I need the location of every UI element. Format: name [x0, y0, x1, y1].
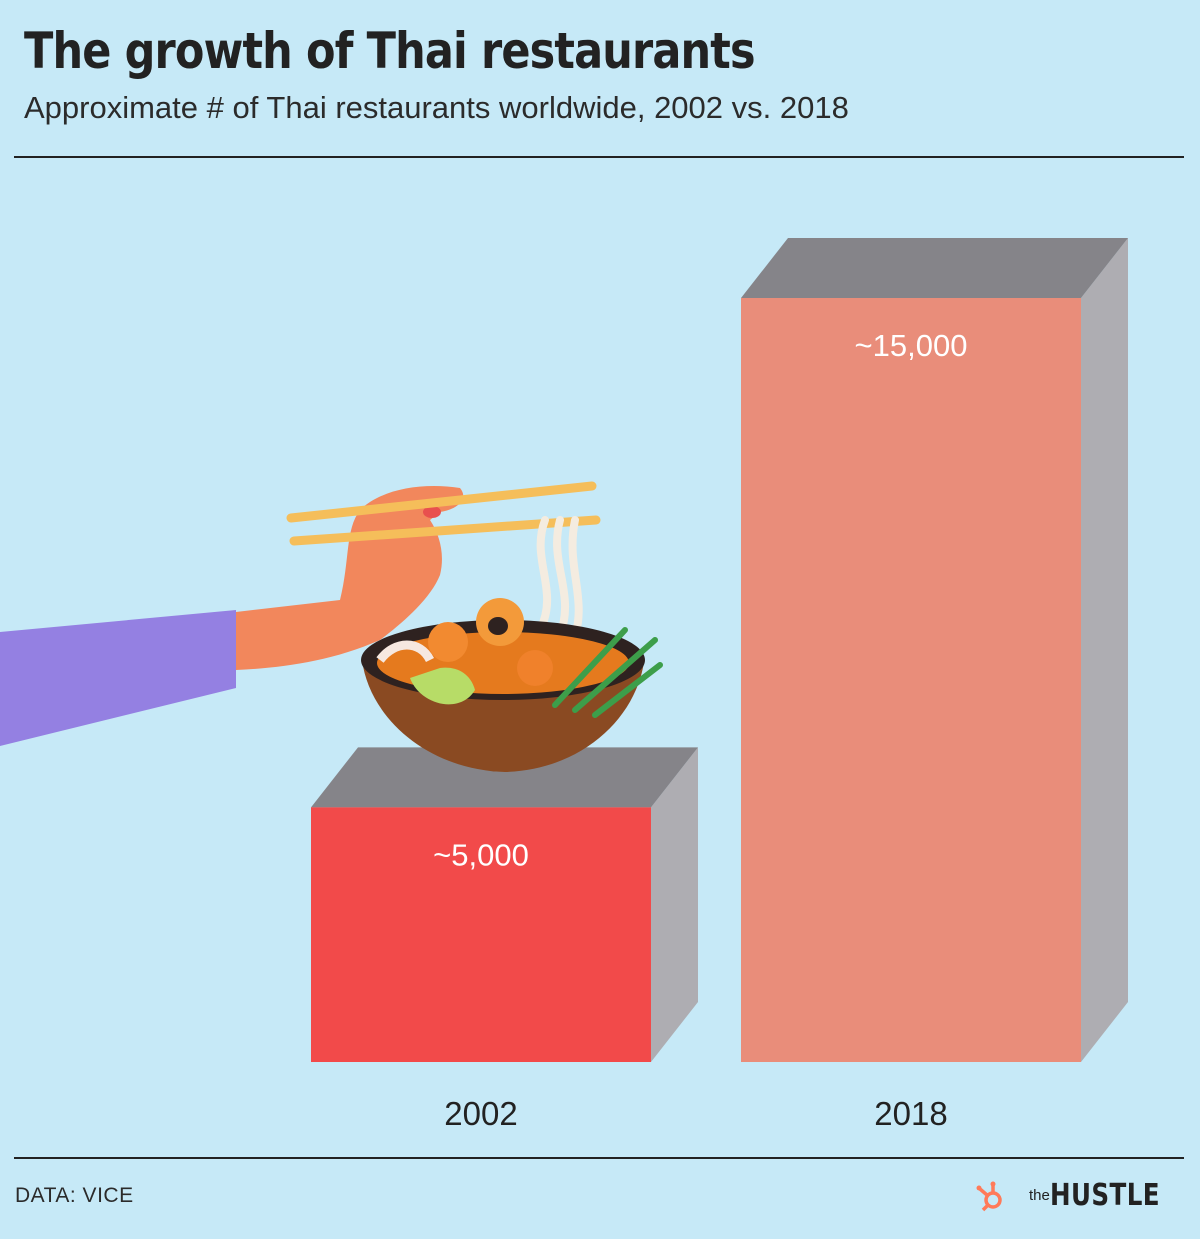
bar-group-2018: [741, 238, 1128, 1062]
shrimp-shape: [428, 622, 468, 662]
brand-logo[interactable]: the HUSTLE: [975, 1178, 1184, 1213]
sleeve-shape: [0, 610, 236, 746]
value-labels-layer: ~5,000 ~15,000: [433, 328, 967, 872]
hubspot-sprocket-icon: [976, 1181, 1002, 1211]
shrimp-eye: [488, 617, 508, 635]
category-labels-layer: 2002 2018: [444, 1095, 947, 1132]
squid-ring: [376, 640, 435, 663]
lime-wedge: [410, 667, 475, 705]
bar-top: [311, 747, 698, 808]
shrimp-shape: [517, 650, 553, 686]
data-source: DATA: VICE: [15, 1184, 134, 1207]
chart-title: The growth of Thai restaurants: [24, 22, 756, 80]
hand-chopsticks-bowl-illustration: [0, 481, 663, 772]
category-label: 2002: [444, 1095, 517, 1132]
bars-layer: [311, 238, 1128, 1062]
bar-top: [741, 238, 1128, 298]
chart-subtitle: Approximate # of Thai restaurants worldw…: [24, 90, 849, 125]
chopstick-lower: [289, 515, 601, 546]
herbs-shape: [552, 627, 663, 718]
footer-divider: [14, 1157, 1184, 1159]
bar-value-label: ~5,000: [433, 837, 529, 872]
fingernail-shape: [423, 506, 441, 518]
category-label: 2018: [874, 1095, 947, 1132]
bar-group-2002: [311, 747, 698, 1062]
chopstick-upper: [286, 481, 597, 523]
bar: [311, 807, 651, 1062]
bar: [741, 298, 1081, 1062]
brand-name: HUSTLE: [1049, 1178, 1160, 1213]
brand-prefix: the: [1028, 1187, 1050, 1204]
bar-side: [1081, 238, 1128, 1062]
bar-value-label: ~15,000: [855, 328, 968, 363]
bar-side: [651, 747, 698, 1062]
header-divider: [14, 156, 1184, 158]
